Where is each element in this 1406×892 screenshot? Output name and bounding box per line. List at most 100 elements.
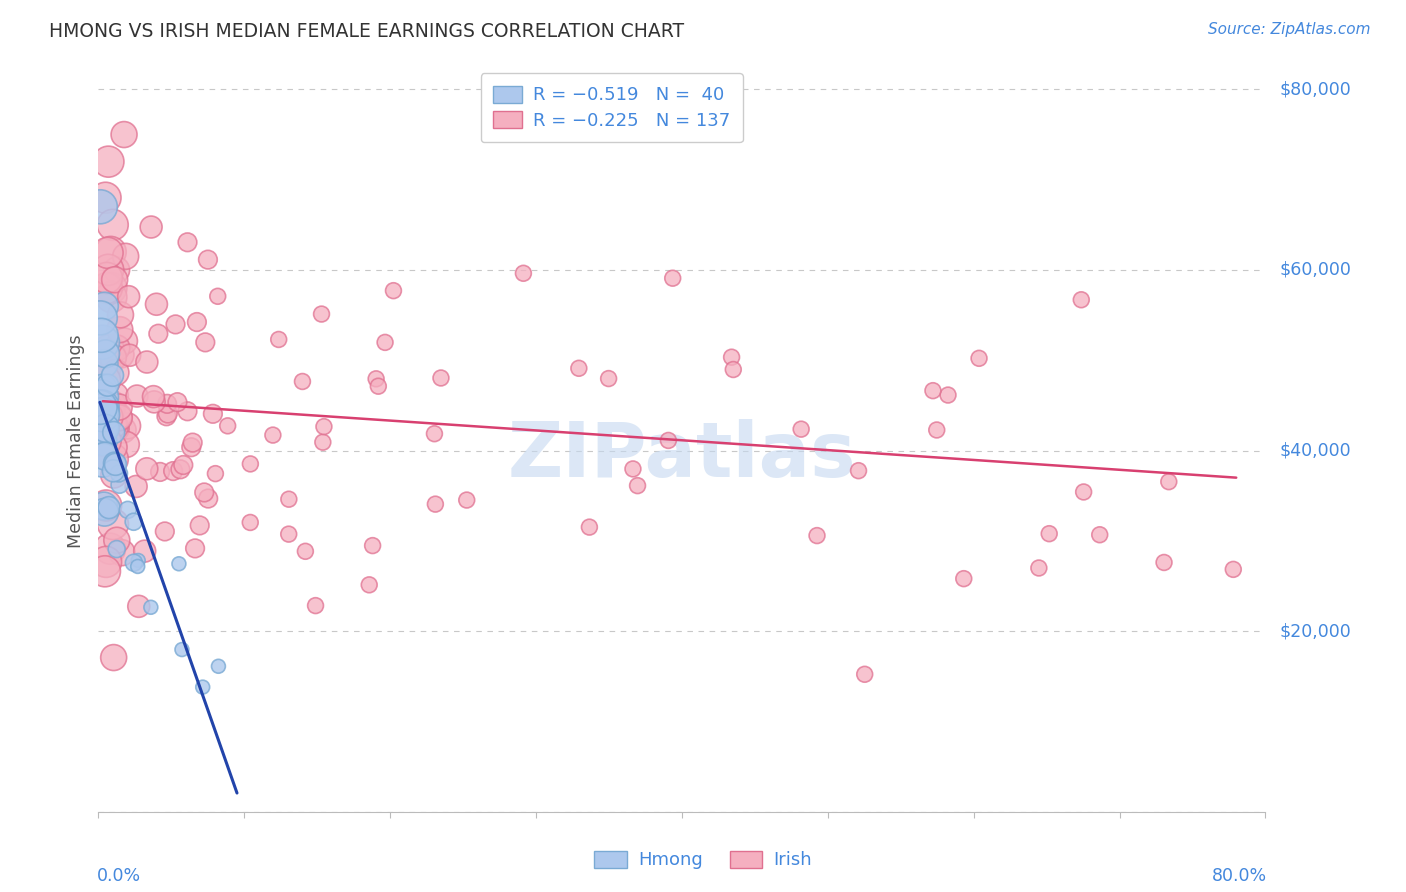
Point	[90, 403, 112, 417]
Point	[186, 315, 208, 329]
Point	[114, 249, 136, 263]
Point	[135, 355, 157, 369]
Point	[139, 600, 162, 615]
Point	[94, 449, 117, 463]
Point	[103, 425, 125, 440]
Point	[110, 348, 132, 362]
Point	[1157, 475, 1180, 489]
Point	[367, 379, 389, 393]
Point	[96, 410, 118, 425]
Point	[90, 390, 112, 404]
Point	[193, 485, 215, 500]
Point	[156, 407, 179, 421]
Point	[105, 341, 128, 355]
Point	[374, 335, 396, 350]
Legend: R = −0.519   N =  40, R = −0.225   N = 137: R = −0.519 N = 40, R = −0.225 N = 137	[481, 73, 742, 142]
Point	[91, 335, 114, 350]
Point	[89, 420, 111, 434]
Point	[142, 390, 165, 404]
Point	[312, 419, 335, 434]
Point	[94, 373, 117, 387]
Point	[578, 520, 600, 534]
Point	[101, 218, 124, 232]
Point	[197, 491, 219, 506]
Point	[108, 400, 131, 414]
Point	[262, 428, 284, 442]
Point	[108, 323, 131, 337]
Point	[125, 389, 148, 403]
Point	[661, 271, 683, 285]
Point	[96, 271, 118, 285]
Point	[149, 465, 172, 479]
Point	[94, 361, 117, 376]
Point	[94, 555, 117, 569]
Point	[277, 492, 299, 507]
Point	[108, 477, 131, 491]
Point	[194, 335, 217, 350]
Point	[366, 372, 388, 386]
Point	[1070, 293, 1092, 307]
Point	[94, 356, 117, 370]
Point	[148, 326, 170, 341]
Point	[96, 245, 118, 260]
Text: $40,000: $40,000	[1279, 442, 1351, 459]
Point	[105, 421, 128, 435]
Point	[89, 200, 111, 214]
Point	[127, 559, 149, 574]
Point	[568, 361, 591, 376]
Point	[165, 318, 187, 332]
Point	[104, 458, 127, 472]
Point	[104, 389, 127, 403]
Point	[100, 417, 122, 431]
Point	[96, 281, 118, 295]
Point	[122, 515, 145, 529]
Point	[312, 435, 335, 450]
Point	[180, 440, 202, 454]
Point	[621, 462, 644, 476]
Point	[853, 667, 876, 681]
Point	[848, 464, 870, 478]
Point	[925, 423, 948, 437]
Point	[239, 457, 262, 471]
Point	[104, 366, 127, 380]
Point	[117, 290, 139, 304]
Point	[361, 539, 384, 553]
Point	[93, 299, 115, 313]
Point	[117, 503, 139, 517]
Point	[100, 281, 122, 295]
Point	[93, 499, 115, 513]
Point	[967, 351, 990, 366]
Point	[204, 467, 226, 481]
Point	[93, 505, 115, 519]
Point	[359, 578, 381, 592]
Point	[311, 307, 333, 321]
Point	[277, 527, 299, 541]
Point	[184, 541, 207, 556]
Point	[176, 235, 198, 250]
Point	[112, 128, 135, 142]
Point	[118, 348, 141, 362]
Point	[197, 252, 219, 267]
Text: $20,000: $20,000	[1279, 622, 1351, 640]
Point	[100, 398, 122, 412]
Point	[176, 404, 198, 418]
Y-axis label: Median Female Earnings: Median Female Earnings	[67, 334, 86, 549]
Point	[98, 404, 121, 418]
Point	[806, 528, 828, 542]
Point	[598, 371, 620, 385]
Point	[115, 437, 138, 451]
Point	[304, 599, 326, 613]
Point	[936, 388, 959, 402]
Point	[103, 464, 125, 478]
Point	[108, 410, 131, 425]
Point	[291, 375, 314, 389]
Point	[103, 650, 125, 665]
Point	[166, 395, 188, 409]
Point	[267, 333, 290, 347]
Point	[720, 350, 742, 364]
Point	[94, 434, 117, 449]
Point	[89, 401, 111, 415]
Point	[169, 462, 191, 476]
Point	[108, 467, 131, 481]
Point	[91, 381, 114, 395]
